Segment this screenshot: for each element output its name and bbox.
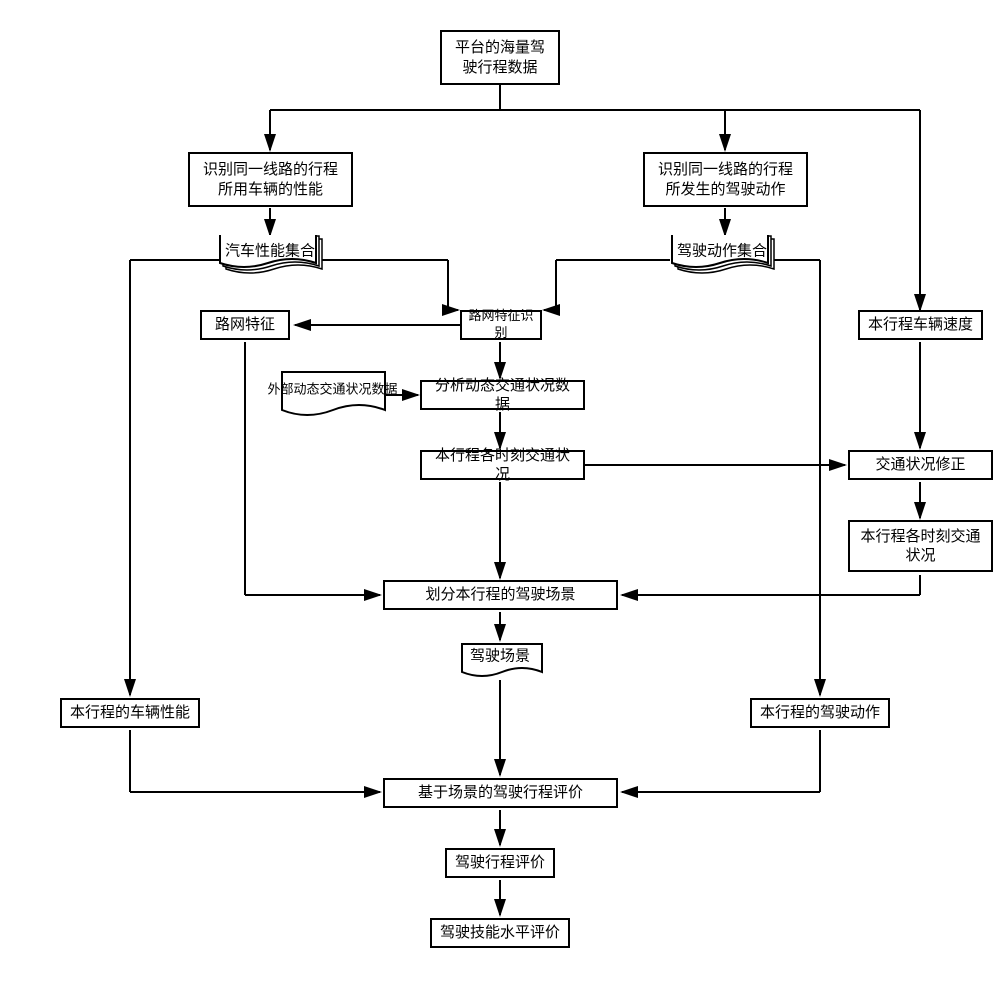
node-label: 识别同一线路的行程所用车辆的性能 — [196, 160, 345, 199]
node-platform-data: 平台的海量驾驶行程数据 — [440, 30, 560, 85]
node-label: 本行程各时刻交通状况 — [856, 527, 985, 566]
node-label: 路网特征识别 — [464, 308, 538, 342]
node-label: 分析动态交通状况数据 — [428, 376, 577, 415]
node-label: 本行程的驾驶动作 — [760, 703, 880, 723]
node-trip-vehicle-perf: 本行程的车辆性能 — [60, 698, 200, 728]
node-label: 本行程的车辆性能 — [70, 703, 190, 723]
doc-label: 汽车性能集合 — [225, 242, 315, 259]
node-label: 平台的海量驾驶行程数据 — [448, 38, 552, 77]
node-trip-traffic-result: 本行程各时刻交通状况 — [848, 520, 993, 572]
node-identify-driving-action: 识别同一线路的行程所发生的驾驶动作 — [643, 152, 808, 207]
doc-vehicle-perf-set: 汽车性能集合 — [220, 237, 320, 279]
doc-driving-scene: 驾驶场景 — [460, 642, 540, 680]
node-label: 划分本行程的驾驶场景 — [425, 585, 575, 605]
node-identify-vehicle-perf: 识别同一线路的行程所用车辆的性能 — [188, 152, 353, 207]
node-driving-skill-eval: 驾驶技能水平评价 — [430, 918, 570, 948]
doc-label: 外部动态交通状况数据 — [267, 382, 397, 397]
node-divide-driving-scene: 划分本行程的驾驶场景 — [383, 580, 618, 610]
node-label: 路网特征 — [215, 315, 275, 335]
node-label: 本行程各时刻交通状况 — [428, 446, 577, 485]
node-label: 识别同一线路的行程所发生的驾驶动作 — [651, 160, 800, 199]
node-analyze-traffic: 分析动态交通状况数据 — [420, 380, 585, 410]
node-scene-based-eval: 基于场景的驾驶行程评价 — [383, 778, 618, 808]
node-driving-trip-eval: 驾驶行程评价 — [445, 848, 555, 878]
node-trip-vehicle-speed: 本行程车辆速度 — [858, 310, 983, 340]
node-trip-driving-action: 本行程的驾驶动作 — [750, 698, 890, 728]
node-traffic-correction: 交通状况修正 — [848, 450, 993, 480]
node-label: 本行程车辆速度 — [868, 315, 973, 335]
node-label: 驾驶行程评价 — [455, 853, 545, 873]
doc-label: 驾驶动作集合 — [677, 242, 767, 259]
node-road-feature: 路网特征 — [200, 310, 290, 340]
node-road-feature-recognition: 路网特征识别 — [460, 310, 542, 340]
node-trip-traffic-status: 本行程各时刻交通状况 — [420, 450, 585, 480]
node-label: 交通状况修正 — [875, 455, 965, 475]
node-label: 基于场景的驾驶行程评价 — [418, 783, 583, 803]
doc-driving-action-set: 驾驶动作集合 — [672, 237, 772, 279]
node-label: 驾驶技能水平评价 — [440, 923, 560, 943]
doc-external-traffic: 外部动态交通状况数据 — [280, 370, 385, 420]
doc-label: 驾驶场景 — [470, 647, 530, 664]
